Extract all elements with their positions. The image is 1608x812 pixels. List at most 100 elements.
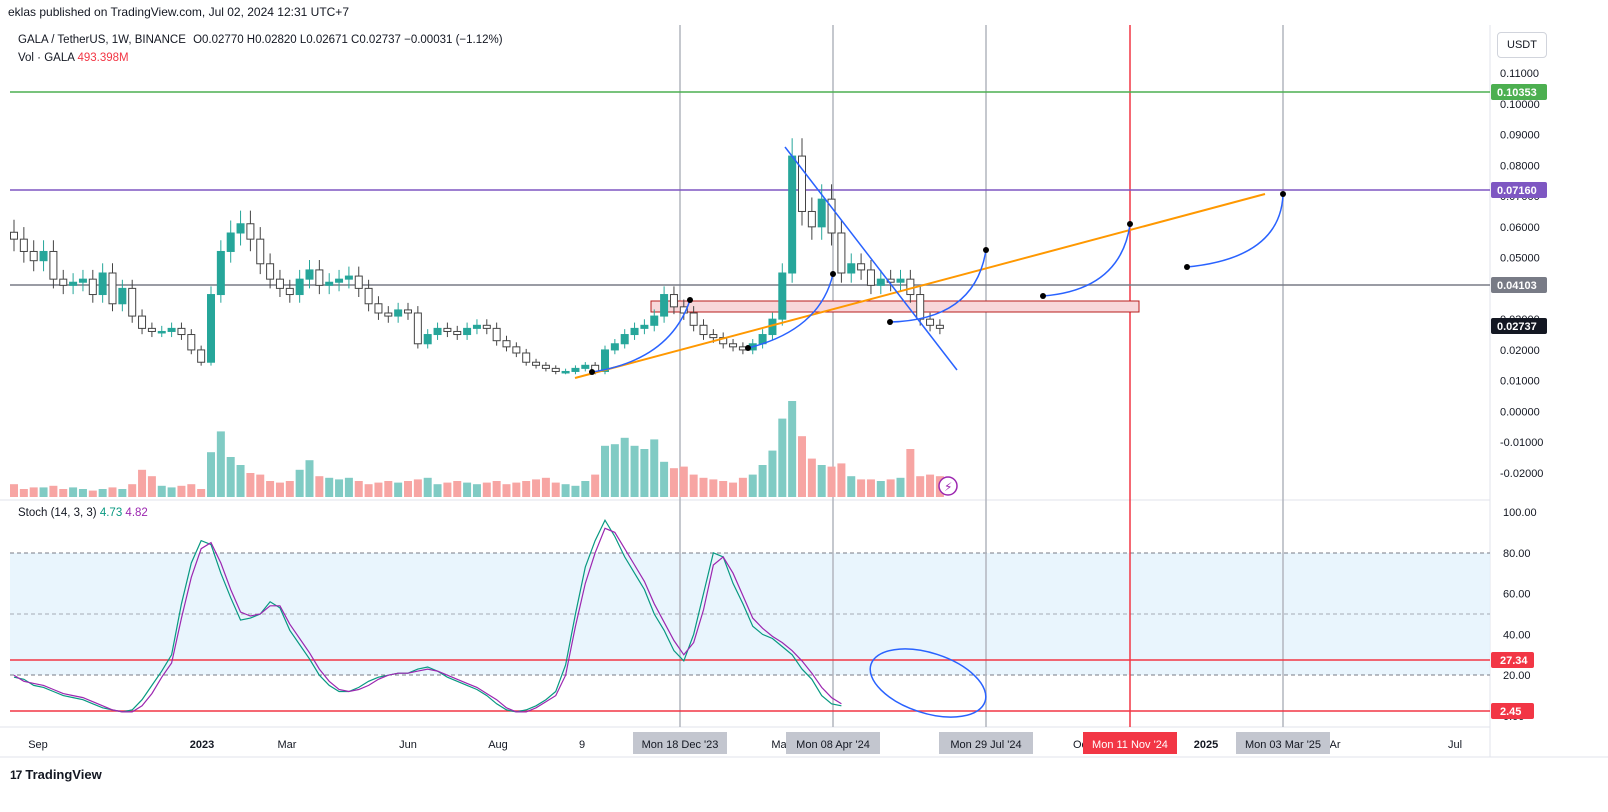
stoch-legend: Stoch (14, 3, 3) 4.73 4.82 bbox=[18, 507, 148, 519]
volume-bar bbox=[266, 481, 275, 497]
volume-bar bbox=[256, 474, 265, 497]
volume-bar bbox=[285, 481, 294, 497]
volume-bar bbox=[325, 477, 334, 497]
candle-body bbox=[522, 352, 531, 363]
candle-body bbox=[571, 367, 580, 372]
candle-body bbox=[857, 263, 866, 271]
volume-bar bbox=[404, 481, 412, 497]
volume-bar bbox=[610, 444, 619, 497]
time-tick-label: Jul bbox=[1448, 739, 1462, 751]
volume-bar bbox=[305, 460, 314, 497]
candle-body bbox=[502, 340, 511, 348]
stoch-level-label-box bbox=[1491, 703, 1534, 719]
time-tick-label: Ma bbox=[771, 739, 787, 751]
candle-body bbox=[394, 309, 403, 317]
blue-arc-2 bbox=[747, 273, 834, 349]
orange-trendline bbox=[574, 193, 1266, 379]
time-tick-label: 9 bbox=[579, 739, 585, 751]
candle-body bbox=[876, 278, 885, 286]
stoch-band bbox=[10, 553, 1490, 675]
anchor-dot bbox=[745, 345, 751, 351]
lightning-icon bbox=[938, 476, 958, 496]
price-axis: 0.110000.100000.090000.080000.070000.060… bbox=[1500, 68, 1543, 480]
volume-bar bbox=[581, 481, 590, 497]
candle-body bbox=[49, 250, 58, 280]
price-label-text: 0.04103 bbox=[1497, 280, 1537, 292]
volume-bar bbox=[374, 482, 383, 497]
candle-body bbox=[817, 198, 826, 228]
volume-bar bbox=[738, 477, 747, 497]
volume-bar bbox=[207, 452, 215, 497]
candle-body bbox=[256, 238, 265, 265]
candle-body bbox=[236, 223, 245, 234]
candle-body bbox=[29, 250, 38, 262]
candle-body bbox=[207, 294, 215, 363]
candle-body bbox=[640, 324, 649, 329]
volume-bar bbox=[384, 481, 393, 497]
symbol-legend: GALA / TetherUS, 1W, BINANCE O0.02770 H0… bbox=[18, 34, 503, 46]
candle-body bbox=[463, 327, 472, 336]
blue-descending-trendline bbox=[784, 146, 958, 371]
candle-body bbox=[620, 334, 629, 345]
price-tick-label: 0.11000 bbox=[1500, 68, 1539, 80]
symbol-name[interactable]: GALA / TetherUS, 1W, BINANCE bbox=[18, 34, 186, 46]
volume-bar bbox=[768, 450, 777, 497]
currency-button[interactable]: USDT bbox=[1497, 32, 1547, 58]
price-label-text: 0.07160 bbox=[1497, 185, 1537, 197]
candle-body bbox=[906, 278, 915, 296]
tradingview-brand[interactable]: 17 TradingView bbox=[10, 767, 102, 782]
volume-bar bbox=[108, 487, 117, 497]
volume-bar bbox=[522, 481, 531, 497]
stoch-k-line bbox=[13, 518, 842, 713]
candle-body bbox=[138, 315, 147, 329]
candle-body bbox=[128, 287, 137, 317]
volume-bar bbox=[138, 469, 147, 497]
candle-body bbox=[847, 263, 856, 274]
time-tick-label: Ar bbox=[1330, 739, 1341, 751]
stoch-k-value: 4.73 bbox=[99, 507, 123, 519]
stoch-level-label-text: 27.34 bbox=[1500, 655, 1528, 667]
candle-body bbox=[177, 327, 186, 336]
volume-label[interactable]: Vol · GALA bbox=[18, 52, 75, 64]
candle-body bbox=[374, 303, 383, 314]
candle-body bbox=[433, 327, 442, 336]
candle-body bbox=[364, 287, 373, 305]
volume-bar bbox=[315, 476, 324, 497]
volume-bar bbox=[532, 479, 541, 497]
volume-bar bbox=[39, 487, 48, 497]
volume-bar bbox=[29, 487, 38, 497]
volume-bar bbox=[59, 489, 68, 497]
anchor-dot bbox=[589, 369, 595, 375]
stoch-d-line bbox=[13, 527, 842, 713]
candle-body bbox=[482, 324, 491, 329]
candle-body bbox=[532, 361, 541, 366]
candle-body bbox=[413, 312, 422, 345]
volume-legend: Vol · GALA 493.398M bbox=[18, 52, 129, 64]
candle-body bbox=[551, 367, 560, 372]
candle-body bbox=[98, 272, 107, 296]
blue-arc-4 bbox=[1042, 224, 1131, 297]
volume-bar bbox=[128, 484, 137, 497]
candle-body bbox=[266, 263, 275, 280]
candle-body bbox=[197, 349, 206, 363]
volume-bar bbox=[443, 482, 452, 497]
stoch-label[interactable]: Stoch (14, 3, 3) bbox=[18, 507, 97, 519]
time-tick-label: Sep bbox=[28, 739, 48, 751]
anchor-dot bbox=[983, 247, 989, 253]
volume-bar bbox=[364, 484, 373, 497]
volume-bar bbox=[729, 482, 738, 497]
blue-arc-5 bbox=[1186, 194, 1284, 268]
volume-bar bbox=[472, 484, 481, 497]
time-marker-label: Mon 08 Apr '24 bbox=[796, 739, 870, 751]
volume-bar bbox=[502, 484, 511, 497]
volume-bar bbox=[886, 479, 895, 497]
volume-bar bbox=[906, 449, 915, 497]
volume-bar bbox=[275, 482, 284, 497]
candle-body bbox=[472, 324, 481, 329]
volume-bar bbox=[49, 485, 58, 497]
volume-bar bbox=[226, 457, 235, 497]
candle-body bbox=[798, 155, 806, 212]
blue-arc-3 bbox=[889, 249, 987, 323]
price-tick-label: 0.10000 bbox=[1500, 99, 1540, 111]
